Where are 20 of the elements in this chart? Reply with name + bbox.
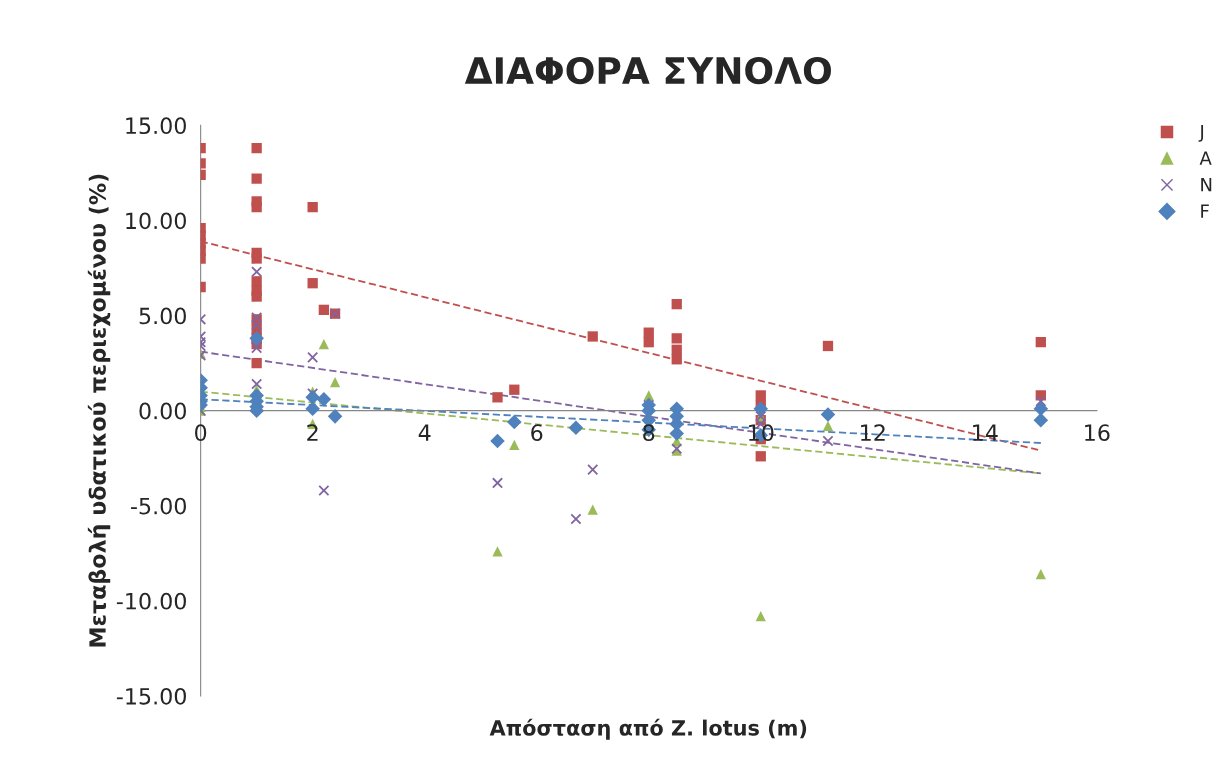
y-tick-label: -10.00 bbox=[116, 592, 186, 610]
y-tick-label: -15.00 bbox=[116, 687, 186, 705]
legend-label: F bbox=[1201, 204, 1209, 218]
x-tick-label: 2 bbox=[307, 424, 318, 441]
y-tick-label: -5.00 bbox=[131, 497, 186, 515]
x-tick-label: 6 bbox=[531, 424, 543, 442]
y-tick-label: 0.00 bbox=[139, 402, 186, 420]
y-tick-label: 15.00 bbox=[126, 117, 186, 135]
x-tick-label: 0 bbox=[195, 424, 207, 442]
legend-label: A bbox=[1199, 151, 1212, 165]
legend-label: J bbox=[1198, 125, 1204, 142]
y-tick-label: 5.00 bbox=[139, 307, 186, 325]
y-axis-title: Μεταβολή υδατικού περιεχομένου (%) bbox=[87, 174, 111, 647]
legend-label: N bbox=[1201, 178, 1212, 192]
x-axis-title: Απόσταση από Z. lotus (m) bbox=[489, 718, 807, 740]
chart-title: ΔΙΑΦΟΡΑ ΣΥΝΟΛΟ bbox=[464, 56, 831, 85]
x-tick-label: 16 bbox=[1085, 424, 1110, 442]
x-tick-label: 14 bbox=[973, 424, 998, 441]
y-tick-label: 10.00 bbox=[126, 212, 186, 230]
x-tick-label: 4 bbox=[418, 424, 431, 441]
